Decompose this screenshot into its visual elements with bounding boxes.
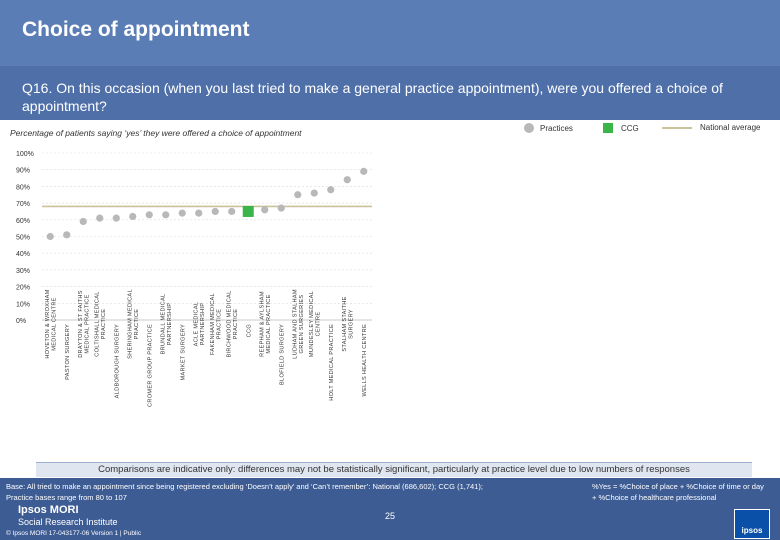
x-category-label: FAKENHAM MEDICALPRACTICE: [210, 293, 222, 355]
legend-practices-label: Practices: [540, 123, 573, 133]
practice-marker: [63, 231, 71, 239]
y-tick-label: 40%: [16, 251, 30, 258]
x-category-label: BLOFIELD SURGERY: [279, 324, 285, 385]
practice-marker: [79, 217, 87, 226]
practice-marker: [112, 214, 120, 222]
y-tick-label: 20%: [16, 285, 30, 292]
y-tick-label: 10%: [16, 301, 30, 308]
x-category-label: BIRCHWOOD MEDICALPRACTICE: [227, 291, 239, 358]
practice-marker: [261, 206, 269, 214]
practice-marker: [145, 211, 153, 219]
survey-question: Q16. On this occasion (when you last tri…: [22, 80, 723, 114]
practice-marker: [46, 232, 54, 241]
x-category-label: LUDHAM AND STALHAMGREEN SURGERIES: [293, 289, 305, 359]
x-category-label: HOVETON & WROXHAMMEDICAL CENTRE: [45, 289, 57, 358]
practice-marker: [360, 167, 368, 175]
x-category-label: CROMER GROUP PRACTICE: [147, 324, 153, 407]
x-category-label: REEPHAM & AYLSHAMMEDICAL PRACTICE: [260, 291, 272, 357]
definition-line-2: + %Choice of healthcare professional: [592, 493, 717, 502]
practice-marker: [277, 204, 285, 212]
y-tick-label: 100%: [16, 151, 34, 158]
y-tick-label: 80%: [16, 184, 30, 191]
legend-national-label: National average: [700, 123, 761, 132]
legend-practices: Practices: [524, 123, 573, 133]
logo-subtitle: Social Research Institute: [18, 517, 118, 527]
page-title: Choice of appointment: [22, 18, 250, 41]
x-category-label: HOLT MEDICAL PRACTICE: [329, 324, 335, 401]
page-number: 25: [385, 511, 396, 521]
base-line-2: Practice bases range from 80 to 107: [6, 493, 127, 502]
practice-marker: [129, 212, 137, 221]
x-category-label: PASTON SURGERY: [65, 324, 71, 380]
national-line-icon: [662, 126, 692, 129]
y-tick-label: 60%: [16, 218, 30, 225]
note-bar: [36, 462, 752, 477]
base-note: Base: All tried to make an appointment s…: [6, 481, 586, 503]
legend-ccg-label: CCG: [621, 123, 639, 133]
x-category-label: MARKET SURGERY: [180, 324, 186, 381]
practice-marker: [178, 209, 186, 217]
y-tick-label: 0%: [16, 318, 26, 325]
practice-marker: [211, 207, 219, 216]
x-category-label: ACLE MEDICALPARTNERSHIP: [194, 302, 206, 347]
y-tick-label: 90%: [16, 168, 30, 175]
y-tick-label: 70%: [16, 201, 30, 208]
x-category-label: BRUNDALL MEDICALPARTNERSHIP: [161, 294, 173, 355]
practice-marker: [96, 214, 104, 222]
ccg-marker: [242, 205, 254, 217]
footer-bar: [0, 478, 780, 540]
definition-line-1: %Yes = %Choice of place + %Choice of tim…: [592, 482, 764, 491]
ccg-marker-icon: [603, 123, 613, 133]
practice-marker: [310, 189, 318, 197]
x-category-label: SHERINGHAM MEDICALPRACTICE: [128, 289, 140, 359]
choice-chart: 0% 10% 20% 30% 40% 50% 60% 70% 80% 90% 100% HOVETON…: [16, 151, 372, 407]
x-category-label: COLTISHALL MEDICALPRACTICE: [95, 291, 107, 356]
legend-ccg: CCG: [603, 123, 639, 133]
yes-definition: %Yes = %Choice of place + %Choice of tim…: [592, 481, 776, 503]
x-category-label: DRAYTON & ST FAITHSMEDICAL PRACTICE: [78, 290, 90, 358]
y-tick-label: 30%: [16, 268, 30, 275]
x-category-label: MUNDESLEY MEDICALCENTRE: [309, 291, 321, 357]
x-category-label: CCG: [246, 324, 252, 337]
x-category-label: ALDBOROUGH SURGERY: [114, 324, 120, 398]
practice-marker: [162, 211, 170, 219]
header-bar: [0, 0, 780, 66]
practice-marker-icon: [524, 123, 534, 133]
base-line-1: Base: All tried to make an appointment s…: [6, 482, 483, 491]
practice-marker: [327, 186, 335, 194]
x-category-label: STALHAM STAITHESURGERY: [342, 296, 354, 351]
chart-caption: Percentage of patients saying ‘yes’ they…: [10, 128, 302, 138]
ipsos-mori-logo: Ipsos MORI: [18, 504, 79, 516]
practice-marker: [343, 176, 351, 184]
practice-marker: [294, 191, 302, 199]
practice-marker: [228, 207, 236, 216]
ipsos-badge-logo: ipsos: [734, 509, 770, 539]
comparison-note: Comparisons are indicative only: differe…: [98, 464, 690, 475]
y-tick-label: 50%: [16, 235, 30, 242]
copyright: © Ipsos MORI 17-043177-06 Version 1 | Pu…: [6, 530, 142, 537]
legend-national: National average: [662, 123, 760, 132]
question-bar: [0, 66, 780, 120]
ipsos-badge-text: ipsos: [741, 526, 763, 535]
practice-marker: [195, 209, 203, 217]
x-category-label: WELLS HEALTH CENTRE: [362, 324, 368, 396]
